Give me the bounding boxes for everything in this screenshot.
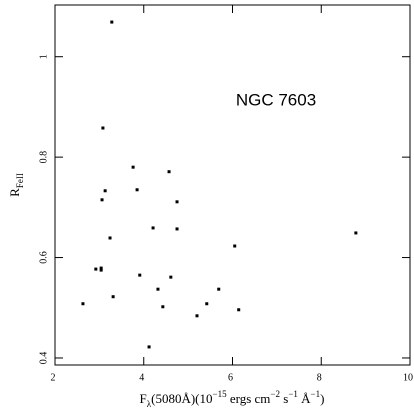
label-part: FeII [15, 173, 25, 188]
point [111, 295, 115, 299]
point [217, 287, 221, 291]
point [237, 308, 241, 312]
label-part: ergs cm [227, 391, 271, 406]
label-part: R [7, 188, 22, 197]
point [175, 227, 179, 231]
label-part: (5080Å)(10 [151, 391, 212, 406]
label-part: λ [147, 399, 152, 409]
point [195, 314, 199, 318]
label-part: −2 [270, 389, 280, 399]
point [156, 287, 160, 291]
point [81, 302, 85, 306]
point [100, 198, 104, 202]
y-tick-label: 1 [38, 54, 49, 59]
label-part: −15 [213, 389, 228, 399]
y-tick-label: 0.4 [38, 352, 49, 365]
y-axis-label: RFeII [7, 173, 25, 197]
point [131, 165, 135, 169]
x-tick-label: 6 [228, 372, 233, 383]
point [94, 267, 98, 271]
y-tick-label: 0.6 [38, 251, 49, 264]
point [103, 189, 107, 193]
label-part: −1 [311, 389, 321, 399]
point [175, 200, 179, 204]
plot-frame [54, 4, 411, 366]
point [147, 345, 151, 349]
point [169, 275, 173, 279]
y-tick-label: 0.8 [38, 151, 49, 164]
label-part: −1 [288, 389, 298, 399]
point [99, 266, 103, 270]
point [108, 236, 112, 240]
point [354, 231, 358, 235]
label-part: F [140, 391, 147, 406]
label-part: s [280, 391, 288, 406]
point [138, 273, 142, 277]
point [167, 170, 171, 174]
x-axis-label: Fλ(5080Å)(10−15 ergs cm−2 s−1 Å−1) [140, 389, 325, 409]
point [205, 302, 209, 306]
label-part: Å [298, 391, 311, 406]
x-tick-label: 10 [403, 372, 413, 383]
point [110, 20, 114, 24]
label-part: ) [320, 391, 324, 406]
x-tick-label: 2 [51, 372, 56, 383]
annotation: NGC 7603 [236, 90, 316, 109]
x-tick-label: 4 [139, 372, 144, 383]
point [101, 126, 105, 130]
point [233, 244, 237, 248]
point [99, 268, 103, 272]
point [135, 188, 139, 192]
point [151, 226, 155, 230]
point [161, 305, 165, 309]
x-tick-label: 8 [317, 372, 322, 383]
